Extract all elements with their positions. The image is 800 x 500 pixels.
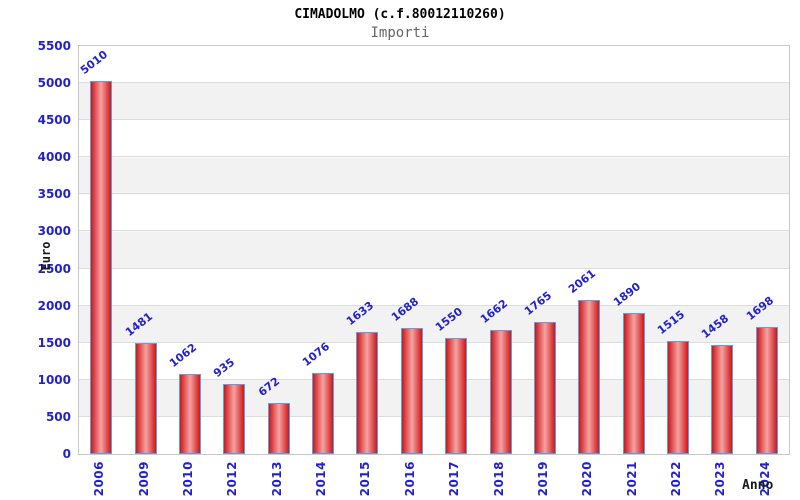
chart-subtitle: Importi <box>370 25 430 41</box>
x-tick-label: 2006 <box>92 461 107 497</box>
x-axis: 2006 2009 2010 2012 2013 2014 2015 2016 2017 2018… <box>78 459 790 499</box>
x-axis-title: Anno <box>742 478 774 493</box>
y-tick-label: 1000 <box>37 372 71 387</box>
chart-bar <box>134 343 157 454</box>
gridline <box>79 415 789 417</box>
chart-title: CIMADOLMO (c.f.80012110260) <box>294 7 506 22</box>
y-tick-label: 2500 <box>37 261 71 276</box>
bar-value-label: 1765 <box>521 288 555 319</box>
x-tick-label: 2014 <box>314 461 329 497</box>
x-tick-label: 2022 <box>669 461 684 497</box>
gridline <box>79 378 789 380</box>
y-tick-label: 3000 <box>37 224 71 239</box>
chart-bar <box>755 327 778 454</box>
y-tick-label: 1500 <box>37 335 71 350</box>
y-tick-label: 0 <box>62 447 71 461</box>
bar-value-label: 2061 <box>566 267 599 297</box>
bar-value-label: 1662 <box>477 296 510 326</box>
gridline <box>79 193 789 195</box>
x-tick-label: 2016 <box>402 461 417 497</box>
gridline <box>79 230 789 232</box>
bar-value-label: 1458 <box>699 311 732 341</box>
chart-bar <box>711 344 734 454</box>
chart-bar <box>223 383 246 454</box>
bar-value-label: 1633 <box>344 298 377 328</box>
x-tick-label: 2021 <box>624 461 639 497</box>
x-tick-label: 2019 <box>535 461 550 497</box>
chart-bar <box>445 338 468 454</box>
chart-bar <box>90 81 113 454</box>
bar-value-label: 1688 <box>388 294 421 324</box>
x-tick-label: 2015 <box>358 461 373 497</box>
gridline <box>79 304 789 306</box>
gridline <box>79 82 789 84</box>
bar-value-label: 1698 <box>743 293 776 324</box>
x-tick-label: 2018 <box>491 461 506 497</box>
x-tick-label: 2023 <box>713 461 728 497</box>
y-tick-label: 3500 <box>37 187 71 202</box>
chart-bar <box>622 312 645 454</box>
chart-bar <box>667 340 690 454</box>
bar-value-label: 1515 <box>655 307 688 337</box>
plot-area: 5010 1481 1062 935 672 1076 1633 1688 1550 1662 17… <box>78 45 790 455</box>
x-tick-label: 2013 <box>269 461 284 497</box>
gridline <box>79 156 789 158</box>
x-tick-label: 2020 <box>580 461 595 497</box>
chart-bar <box>578 300 601 454</box>
x-tick-label: 2009 <box>136 461 151 497</box>
y-tick-label: 4000 <box>37 150 71 165</box>
bar-value-label: 1550 <box>433 304 466 335</box>
y-axis-title: Euro <box>39 241 53 271</box>
gridline <box>79 267 789 269</box>
chart-bar <box>178 374 201 454</box>
chart-bar <box>400 327 423 454</box>
bar-value-label: 935 <box>211 355 238 380</box>
y-tick-label: 5500 <box>37 39 71 53</box>
bar-value-label: 1076 <box>300 340 333 370</box>
chart-bar <box>356 331 379 454</box>
x-tick-label: 2012 <box>225 461 240 497</box>
y-tick-label: 4500 <box>37 113 71 128</box>
y-tick-label: 500 <box>45 409 71 424</box>
chart-bar <box>267 403 290 454</box>
bar-value-label: 1062 <box>166 341 200 371</box>
chart-bar <box>533 322 556 454</box>
gridline <box>79 119 789 121</box>
bar-value-label: 1481 <box>122 310 155 340</box>
chart-bar <box>489 329 512 454</box>
y-axis: 0 500 1000 1500 2000 2500 3000 3500 4000 4500 5000… <box>0 39 71 461</box>
y-tick-label: 2000 <box>37 298 71 313</box>
chart-bar <box>312 373 335 454</box>
y-tick-label: 5000 <box>37 76 71 91</box>
bar-value-label: 5010 <box>78 48 111 78</box>
x-tick-label: 2010 <box>180 461 195 497</box>
gridline <box>79 341 789 343</box>
x-tick-label: 2017 <box>447 461 462 497</box>
